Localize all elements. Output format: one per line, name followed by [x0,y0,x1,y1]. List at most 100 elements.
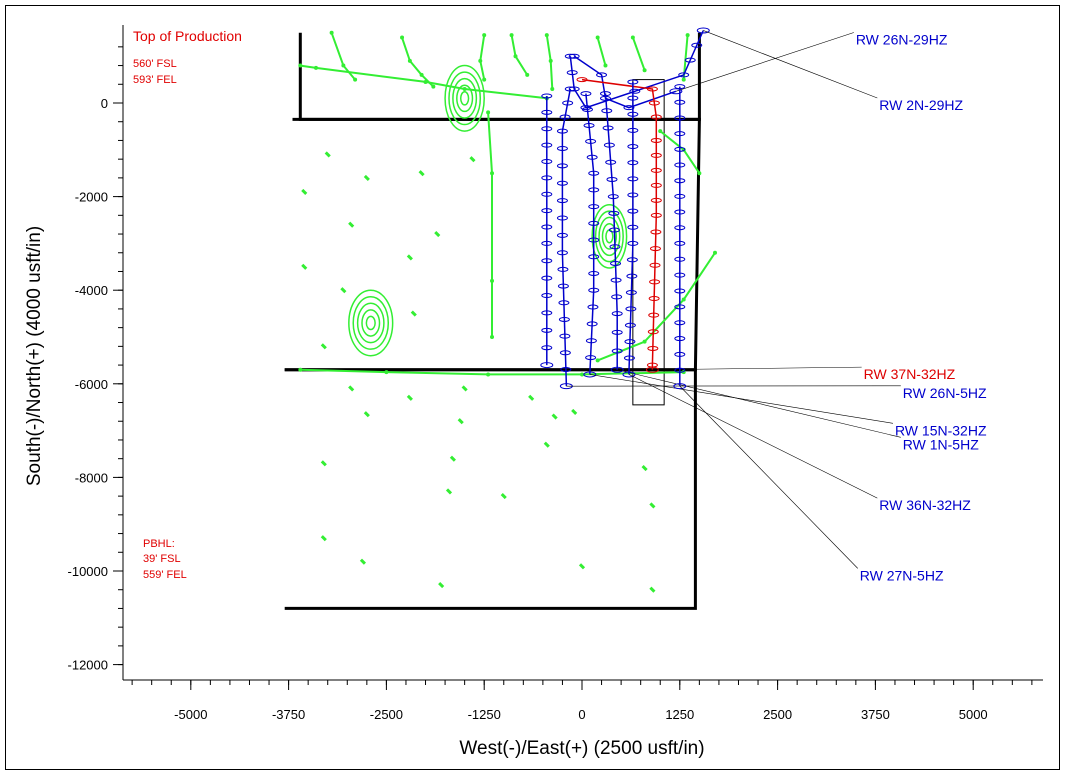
well-uncertainty-ellipse [607,194,619,200]
well-uncertainty-ellipse [587,304,599,310]
well-uncertainty-ellipse [674,115,686,121]
offset-well-mark [324,151,331,158]
pbhl-line1: 39' FSL [143,553,181,565]
well-uncertainty-ellipse [650,229,662,235]
offset-well-point [525,72,530,77]
target-ellipse [591,204,628,269]
leader-line-rw-26n-29hz [675,32,854,92]
well-uncertainty-ellipse [648,100,660,106]
well-uncertainty-ellipse [568,53,580,59]
well-uncertainty-ellipse [646,86,658,92]
well-end-ellipse [540,362,554,369]
well-uncertainty-ellipse [674,320,686,326]
well-uncertainty-ellipse [650,114,662,120]
leader-line-rw-36n-32hz [628,374,878,499]
offset-well-mark [418,170,425,177]
y-tick-label: -10000 [68,564,108,579]
well-label-rw-26n-5hz: RW 26N-5HZ [903,385,987,401]
well-uncertainty-ellipse [585,138,597,144]
y-tick-label: -2000 [75,190,108,205]
offset-well-mark [406,394,413,401]
offset-well-mark [551,413,558,420]
well-uncertainty-ellipse [541,93,553,99]
well-uncertainty-ellipse [627,95,639,101]
well-uncertainty-ellipse [627,127,639,133]
well-uncertainty-ellipse [627,240,639,246]
offset-well-point [550,86,555,91]
well-uncertainty-ellipse [606,176,618,182]
well-uncertainty-ellipse [556,232,568,238]
offset-well-point [431,84,436,89]
offset-well-mark [340,287,347,294]
offset-well-point [400,35,405,40]
pbhl-title: PBHL: [143,538,175,550]
offset-well-point [697,171,702,176]
offset-well-point [509,33,514,38]
offset-well-point [419,72,424,77]
well-uncertainty-ellipse [611,311,623,317]
x-tick-label: 0 [578,707,585,722]
offset-well-mark [457,418,464,425]
well-uncertainty-ellipse [588,204,600,210]
well-uncertainty-ellipse [558,300,570,306]
well-uncertainty-ellipse [674,162,686,168]
well-uncertainty-ellipse [623,105,635,111]
offset-well-point [642,339,647,344]
well-uncertainty-ellipse [674,272,686,278]
well-uncertainty-ellipse [541,175,553,181]
offset-well-point [384,370,389,375]
well-uncertainty-ellipse [627,160,639,166]
well-end-ellipse [673,383,687,390]
y-tick-label: -6000 [75,377,108,392]
offset-well-mark [641,464,648,472]
well-uncertainty-ellipse [557,283,569,289]
well-path-rw-15n-32hz [585,93,595,375]
well-uncertainty-ellipse [608,210,620,216]
leader-line-rw-2n-29hz [703,30,878,99]
offset-well-mark [571,408,578,415]
well-uncertainty-ellipse [556,215,568,221]
well-uncertainty-ellipse [674,304,686,310]
well-uncertainty-ellipse [580,91,592,97]
well-uncertainty-ellipse [674,351,686,357]
well-uncertainty-ellipse [648,312,660,318]
well-uncertainty-ellipse [674,193,686,199]
well-uncertainty-ellipse [566,70,578,76]
well-end-ellipse [610,366,624,373]
offset-well-point [595,35,600,40]
offset-well-point [313,65,318,70]
well-uncertainty-ellipse [674,178,686,184]
well-uncertainty-ellipse [556,250,568,256]
well-uncertainty-ellipse [611,348,623,354]
offset-well-point [681,297,686,302]
well-uncertainty-ellipse [576,77,588,83]
axes: -5000 -3750 -2500 -1250 0 1250 2500 3750 5000 0 -2… [68,25,1043,722]
well-uncertainty-ellipse [627,176,639,182]
offset-well-point [482,33,487,38]
well-uncertainty-ellipse [541,258,553,264]
well-uncertainty-ellipse [650,182,662,188]
well-uncertainty-ellipse [541,159,553,164]
well-uncertainty-ellipse [586,154,598,160]
well-end-ellipse [669,88,683,95]
offset-well-mark [301,263,308,270]
well-uncertainty-ellipse [588,254,600,260]
offset-well-point [681,77,686,82]
well-uncertainty-ellipse [541,293,553,299]
well-uncertainty-ellipse [624,322,636,328]
well-uncertainty-ellipse [586,321,598,327]
target-ellipse [448,71,482,126]
well-uncertainty-ellipse [588,270,600,276]
target-ellipse [361,309,381,337]
offset-well-mark [406,254,413,261]
well-uncertainty-ellipse [650,167,662,173]
well-uncertainty-ellipse [556,180,568,186]
well-uncertainty-ellipse [557,266,569,272]
offset-well-mark [363,174,370,181]
well-uncertainty-ellipse [674,367,686,373]
well-label-rw-2n-29hz: RW 2N-29HZ [879,97,963,113]
well-uncertainty-ellipse [596,72,608,78]
x-tick-label: 2500 [763,707,792,722]
well-uncertainty-ellipse [674,240,686,246]
well-label-rw-15n-32hz: RW 15N-32HZ [895,422,987,438]
